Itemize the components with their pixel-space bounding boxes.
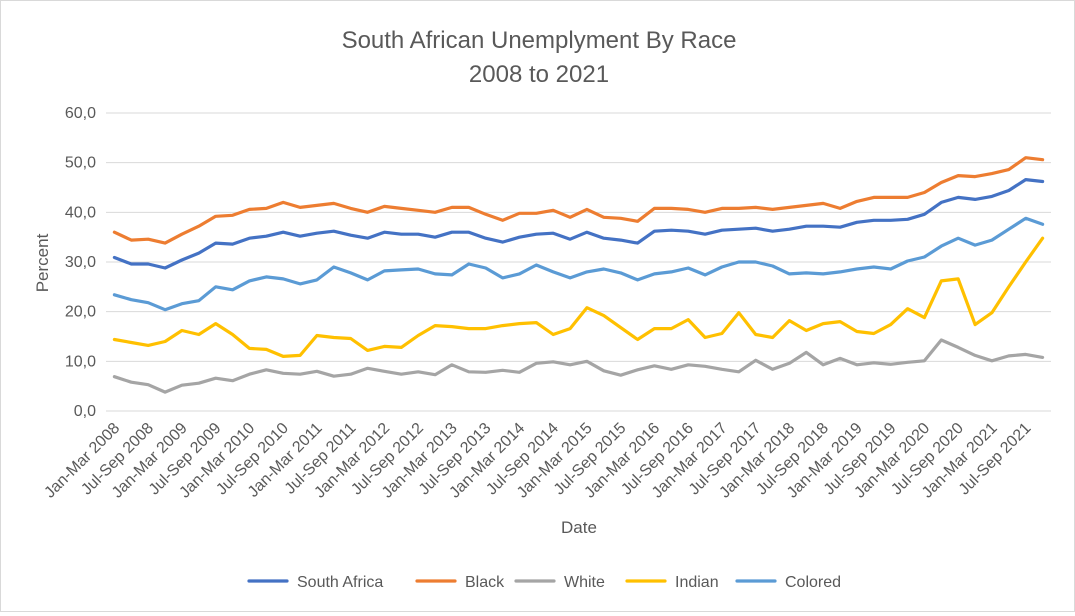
legend-label-white: White bbox=[564, 574, 605, 591]
y-tick-label: 50,0 bbox=[65, 155, 96, 172]
series-line-black bbox=[112, 156, 1045, 245]
series-line-colored bbox=[112, 216, 1045, 312]
chart-title: South African Unemplyment By Race bbox=[342, 27, 737, 54]
y-tick-label: 40,0 bbox=[65, 204, 96, 221]
legend-label-indian: Indian bbox=[675, 574, 719, 591]
series-lines bbox=[112, 156, 1045, 394]
y-axis-title: Percent bbox=[33, 233, 52, 292]
legend: South Africa Black White Indian Colored bbox=[247, 574, 841, 591]
y-tick-label: 60,0 bbox=[65, 105, 96, 122]
x-axis-title: Date bbox=[561, 518, 597, 537]
y-tick-label: 0,0 bbox=[74, 403, 96, 420]
legend-label-south-africa: South Africa bbox=[297, 574, 383, 591]
legend-label-black: Black bbox=[465, 574, 505, 591]
series-line-south-africa bbox=[112, 178, 1045, 270]
y-tick-label: 10,0 bbox=[65, 353, 96, 370]
y-tick-label: 20,0 bbox=[65, 304, 96, 321]
legend-label-colored: Colored bbox=[785, 574, 841, 591]
gridlines bbox=[106, 112, 1051, 362]
y-tick-label: 30,0 bbox=[65, 254, 96, 271]
y-axis-ticks: 0,0 10,0 20,0 30,0 40,0 50,0 60,0 bbox=[65, 105, 96, 420]
chart-subtitle: 2008 to 2021 bbox=[469, 61, 609, 88]
series-line-white bbox=[112, 338, 1045, 394]
series-line-indian bbox=[112, 236, 1045, 358]
